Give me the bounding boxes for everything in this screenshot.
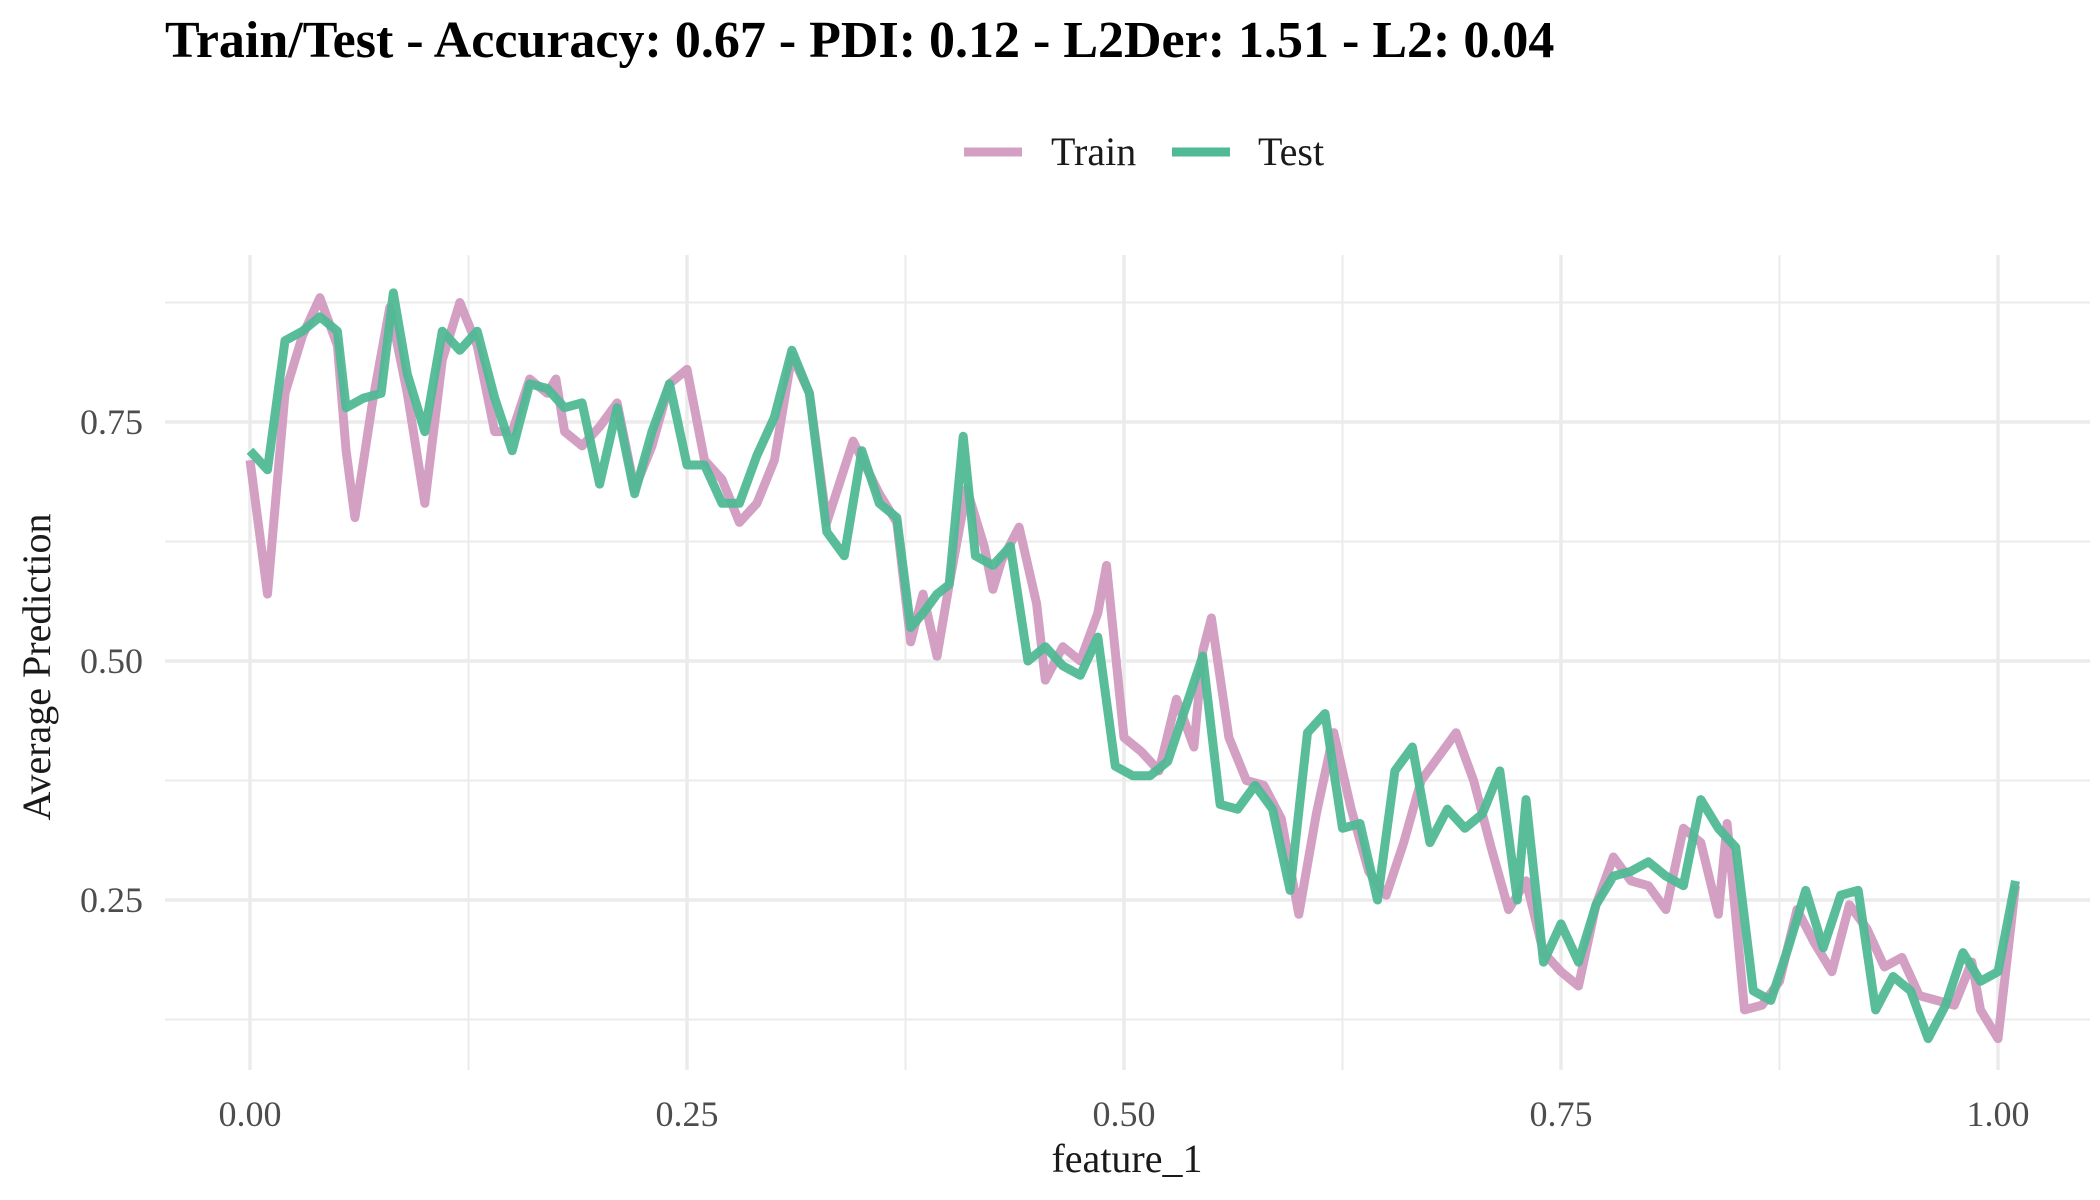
x-tick-label: 1.00 — [1967, 1094, 2030, 1134]
y-axis-title: Average Prediction — [14, 514, 59, 821]
series-line-train — [245, 293, 2020, 1044]
chart-title: Train/Test - Accuracy: 0.67 - PDI: 0.12 … — [165, 12, 1554, 69]
legend-label-train: Train — [1051, 129, 1136, 174]
x-axis-title: feature_1 — [1051, 1136, 1202, 1181]
y-tick-label: 0.75 — [80, 402, 143, 442]
y-tick-label: 0.50 — [80, 641, 143, 681]
x-tick-label: 0.25 — [656, 1094, 719, 1134]
grid — [165, 255, 2090, 1070]
x-tick-label: 0.00 — [219, 1094, 282, 1134]
series-line-test — [246, 288, 2020, 1044]
x-tick-label: 0.75 — [1530, 1094, 1593, 1134]
y-tick-label: 0.25 — [80, 880, 143, 920]
legend-label-test: Test — [1258, 129, 1324, 174]
y-axis-ticks: 0.25 0.50 0.75 — [80, 402, 143, 920]
x-axis-ticks: 0.00 0.25 0.50 0.75 1.00 — [219, 1094, 2030, 1134]
x-tick-label: 0.50 — [1093, 1094, 1156, 1134]
series-lines — [245, 288, 2020, 1044]
legend: Train Test — [964, 129, 1324, 174]
